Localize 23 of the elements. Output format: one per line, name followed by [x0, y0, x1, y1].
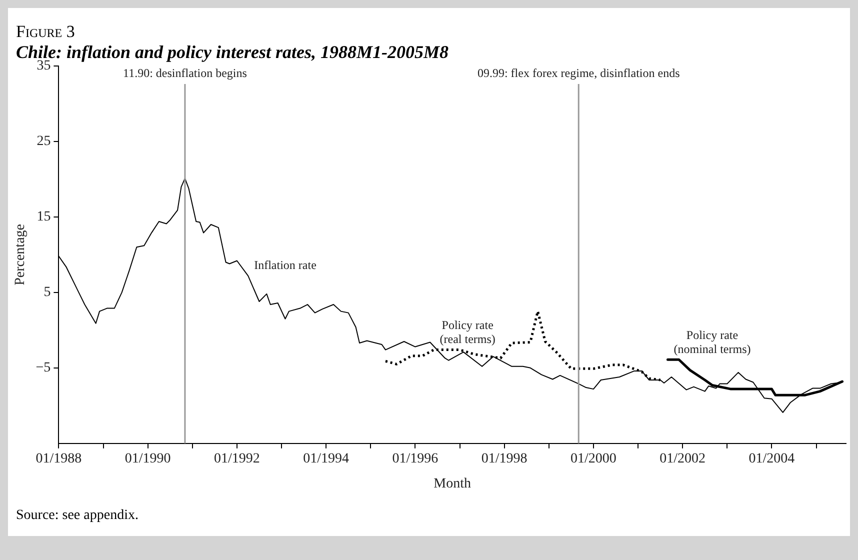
x-tick-label: 01/1992	[214, 451, 260, 466]
y-tick-label: −5	[36, 360, 51, 376]
source-note: Source: see appendix.	[16, 508, 138, 524]
annotation: Policy rate (real terms)	[440, 318, 496, 346]
y-tick-label: 35	[36, 58, 51, 74]
x-tick-label: 01/1990	[124, 451, 171, 466]
x-tick-label: 01/1988	[36, 451, 82, 466]
x-tick-label: 01/1994	[303, 451, 350, 466]
x-axis-title: Month	[434, 476, 472, 492]
ref-line-label: 09.99: flex forex regime, disinflation ends	[477, 66, 680, 80]
x-tick-label: 01/1998	[481, 451, 528, 466]
annotation: Inflation rate	[254, 258, 316, 272]
y-tick-label: 5	[44, 285, 51, 300]
chart-title: Figure 3	[16, 22, 75, 42]
x-tick-label: 01/1996	[392, 451, 438, 466]
x-tick-label: 01/2002	[660, 451, 706, 466]
ref-line-label: 11.90: desinflation begins	[123, 66, 248, 80]
y-tick-label: 25	[36, 134, 51, 150]
x-tick-label: 01/2004	[748, 451, 795, 466]
x-tick-label: 01/2000	[570, 451, 616, 466]
annotation: Policy rate (nominal terms)	[674, 328, 751, 356]
y-tick-label: 15	[36, 210, 51, 225]
y-axis-title: Percentage	[13, 224, 28, 286]
